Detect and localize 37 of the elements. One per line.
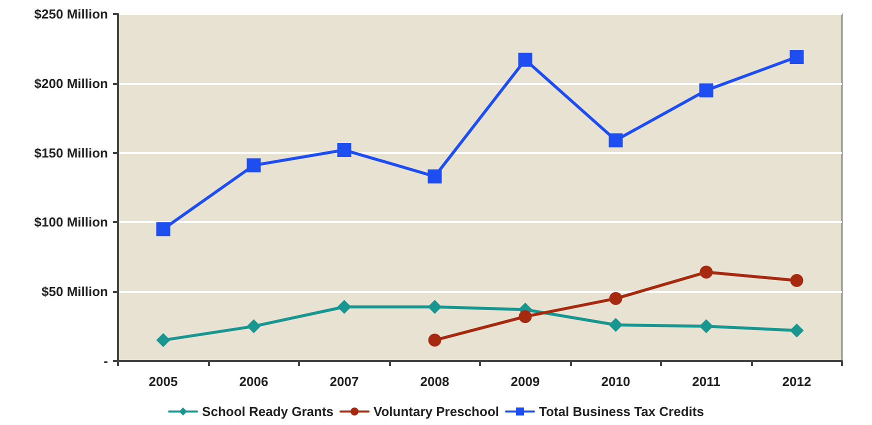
point [699, 83, 714, 98]
point [156, 222, 170, 236]
point [246, 158, 261, 172]
x-tick-label: 2010 [601, 374, 630, 389]
point [609, 292, 622, 306]
point [790, 323, 804, 338]
x-tick-label: 2012 [782, 374, 812, 389]
point [790, 50, 804, 64]
point [518, 310, 532, 324]
y-tick-label: $100 Million [34, 214, 108, 230]
point [428, 334, 442, 347]
point [790, 274, 804, 287]
point [337, 143, 352, 158]
legend-label: Voluntary Preschool [374, 404, 500, 419]
point [700, 266, 713, 279]
x-tick-label: 2006 [239, 374, 268, 389]
point [699, 319, 714, 334]
y-tick-label: $50 Million [42, 284, 108, 300]
x-tick-label: 2008 [420, 374, 450, 389]
point [608, 133, 623, 148]
x-tick-label: 2009 [510, 374, 540, 389]
point [337, 300, 352, 314]
point [428, 300, 442, 314]
legend-label: School Ready Grants [202, 404, 334, 419]
point [428, 169, 442, 184]
x-tick-label: 2005 [148, 374, 178, 389]
point [156, 333, 170, 348]
point [518, 52, 532, 67]
y-tick-label: - [104, 354, 108, 368]
x-tick-label: 2011 [692, 374, 720, 389]
point [246, 319, 261, 334]
point [608, 318, 623, 332]
y-tick-label: $150 Million [34, 145, 108, 160]
legend-label: Total Business Tax Credits [538, 404, 704, 419]
y-tick-label: $200 Million [34, 76, 108, 91]
y-tick-label: $250 Million [34, 6, 108, 22]
x-tick-label: 2007 [330, 374, 359, 389]
